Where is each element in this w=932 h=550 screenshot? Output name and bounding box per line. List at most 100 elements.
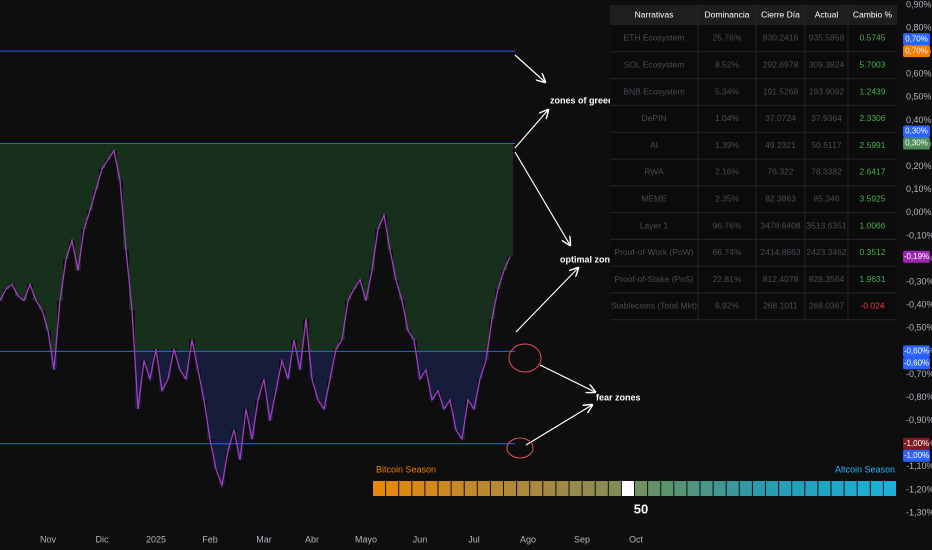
gauge-cell: [818, 481, 831, 496]
optimal-zone-fill: [387, 143, 393, 250]
circle-marker: [508, 343, 542, 373]
optimal-zone-fill: [435, 143, 441, 352]
optimal-zone-fill: [9, 143, 15, 285]
fear-zone-fill: [423, 351, 429, 370]
table-cell: 78.3382: [811, 167, 842, 177]
optimal-zone-fill: [177, 143, 183, 352]
x-tick-label: Oct: [629, 534, 644, 544]
gauge-cell: [477, 481, 490, 496]
optimal-zone-fill: [255, 143, 261, 352]
optimal-zone-fill: [105, 143, 111, 160]
y-tick-label: -1,10%: [906, 461, 932, 471]
y-tick-label: 0,00%: [906, 207, 932, 217]
price-label-box: [903, 33, 930, 46]
fear-zone-fill: [447, 351, 453, 400]
table-cell: 1.9631: [860, 274, 886, 284]
optimal-zone-fill: [507, 143, 513, 257]
optimal-zone-fill: [69, 143, 75, 241]
optimal-zone-fill: [447, 143, 453, 352]
table-cell: 66.74%: [713, 247, 742, 257]
table-cell: 85.346: [814, 193, 840, 203]
table-cell: 309.3824: [809, 59, 845, 69]
optimal-zone-fill: [195, 143, 201, 352]
table: Narrativas Dominancia Cierre Día Actual Camb…: [610, 5, 897, 321]
optimal-zone-fill: [369, 143, 375, 271]
table-cell: 76.322: [768, 167, 794, 177]
optimal-zone-fill: [483, 143, 489, 352]
fear-zone-fill: [219, 351, 225, 486]
optimal-zone-fill: [309, 143, 315, 352]
fear-zone-fill: [327, 351, 333, 380]
optimal-zone-fill: [3, 143, 9, 290]
optimal-zone-fill: [111, 143, 117, 151]
table-cell: 1.04%: [715, 113, 740, 123]
x-tick-label: Nov: [40, 534, 57, 544]
gauge-marker: [621, 481, 634, 496]
table-cell: 828.3564: [809, 274, 845, 284]
optimal-zone-fill: [441, 143, 447, 352]
table-header: Actual: [815, 9, 839, 19]
fear-zone-fill: [135, 351, 141, 410]
optimal-zone-fill: [51, 143, 57, 352]
x-tick-label: Sep: [574, 534, 590, 544]
gauge-left-label: Bitcoin Season: [376, 464, 436, 474]
price-label: -1,00%: [904, 439, 929, 448]
gauge-cell: [779, 481, 792, 496]
arrow: [514, 54, 545, 82]
optimal-zone-fill: [405, 143, 411, 331]
table-cell: BNB Ecosystem: [623, 86, 684, 96]
price-label: 0,70%: [905, 46, 928, 55]
gauge-value: 50: [634, 501, 648, 516]
fear-zone-fill: [159, 351, 165, 391]
optimal-zone-fill: [327, 143, 333, 352]
table-header: Dominancia: [705, 9, 750, 19]
table-cell: 8.52%: [715, 59, 740, 69]
table-cell: 1.0066: [860, 220, 886, 230]
arrow: [514, 110, 548, 149]
y-tick-label: -0,70%: [906, 369, 932, 379]
optimal-zone-fill: [135, 143, 141, 352]
table-cell: 49.2321: [765, 140, 796, 150]
y-tick-label: 0,90%: [906, 0, 932, 9]
optimal-zone-fill: [411, 143, 417, 340]
gauge: [373, 481, 896, 496]
gauge-cell: [543, 481, 556, 496]
gauge-cell: [648, 481, 661, 496]
optimal-zone-fill: [315, 143, 321, 352]
gauge-cell: [883, 481, 896, 496]
table-cell: DePIN: [641, 113, 666, 123]
gauge-cell: [530, 481, 543, 496]
gauge-cell: [726, 481, 739, 496]
price-label: -0,60%: [904, 346, 929, 355]
optimal-zone-fill: [459, 143, 465, 352]
fear-zone-fill: [243, 351, 249, 410]
table-cell: MEME: [641, 193, 667, 203]
x-tick-label: Abr: [305, 534, 319, 544]
optimal-zone-fill: [267, 143, 273, 352]
gauge-cell: [490, 481, 503, 496]
optimal-zone-fill: [231, 143, 237, 352]
y-tick-label: 0,50%: [906, 92, 932, 102]
y-tick-label: 0,40%: [906, 115, 932, 125]
optimal-zone-fill: [225, 143, 231, 352]
gauge-cell: [517, 481, 530, 496]
gauge-cell: [766, 481, 779, 496]
y-tick-label: -0,50%: [906, 323, 932, 333]
fear-zone-fill: [471, 351, 477, 410]
optimal-zone-fill: [429, 143, 435, 352]
y-tick-label: -0,90%: [906, 415, 932, 425]
optimal-zone-fill: [297, 143, 303, 352]
table-cell: 50.5117: [811, 140, 841, 150]
optimal-zone-fill: [333, 143, 339, 350]
fear-zone-fill: [435, 351, 441, 391]
price-label: 0,70%: [905, 34, 928, 43]
fear-zone-fill: [255, 351, 261, 400]
gauge-cell: [425, 481, 438, 496]
optimal-zone-fill: [375, 143, 381, 229]
fear-zone-fill: [207, 351, 213, 440]
gauge-cell: [464, 481, 477, 496]
optimal-zone-fill: [201, 143, 207, 352]
table-cell: 5.34%: [715, 86, 740, 96]
optimal-zone-fill: [303, 143, 309, 320]
table-cell: 37.9364: [811, 113, 842, 123]
